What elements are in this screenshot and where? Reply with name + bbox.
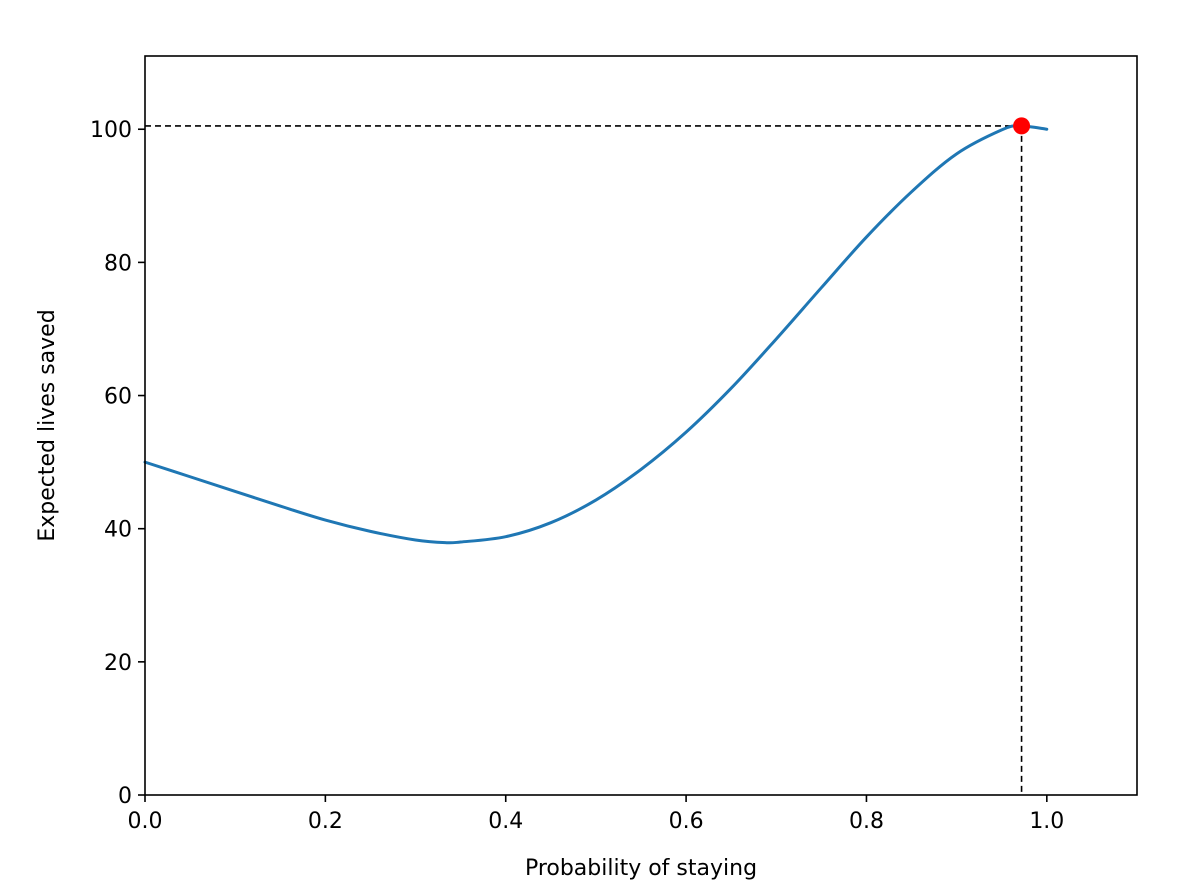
x-tick-label: 0.0 xyxy=(128,809,163,834)
y-axis: 0 20 40 60 80 100 xyxy=(90,118,145,809)
axes-frame xyxy=(144,55,1138,796)
x-tick-label: 1.0 xyxy=(1029,809,1064,834)
y-tick-label: 0 xyxy=(118,784,132,809)
series-line-0 xyxy=(143,124,1049,545)
x-axis-label: Probability of staying xyxy=(525,856,757,881)
y-tick-label: 80 xyxy=(104,251,132,276)
x-axis: 0.0 0.2 0.4 0.6 0.8 1.0 xyxy=(128,795,1064,834)
y-tick-label: 40 xyxy=(104,518,132,543)
x-tick-label: 0.2 xyxy=(308,809,343,834)
y-axis-label: Expected lives saved xyxy=(35,309,60,541)
y-tick-label: 60 xyxy=(104,385,132,410)
x-tick-label: 0.8 xyxy=(849,809,884,834)
y-tick-label: 20 xyxy=(104,651,132,676)
y-tick-label: 100 xyxy=(90,118,132,143)
x-tick-label: 0.4 xyxy=(488,809,523,834)
x-tick-label: 0.6 xyxy=(669,809,704,834)
max-point-marker xyxy=(1013,117,1031,135)
plot-area xyxy=(143,117,1049,795)
